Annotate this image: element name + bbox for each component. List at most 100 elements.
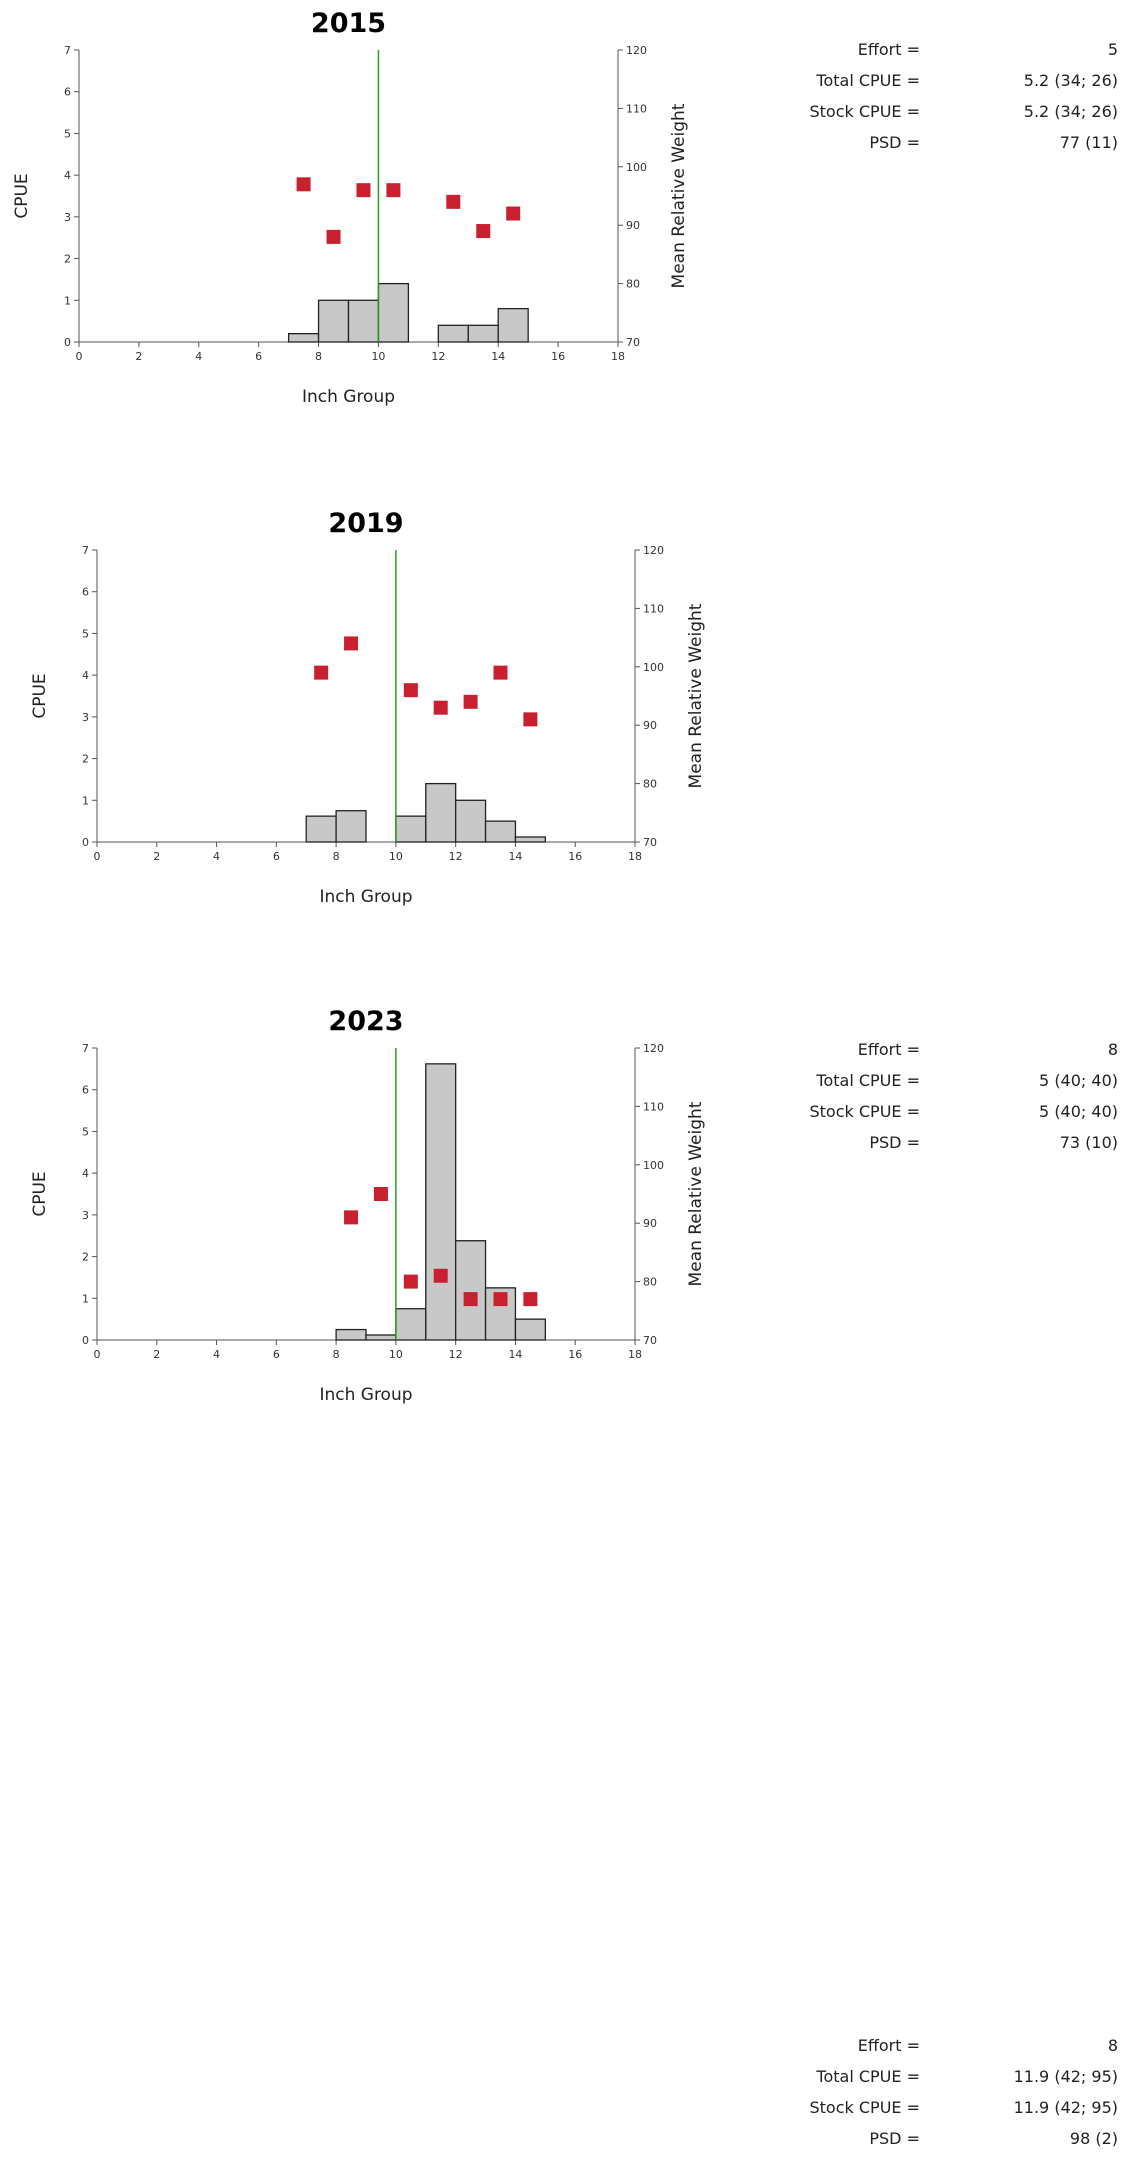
y2-tick-label: 70: [626, 336, 640, 349]
stat-label: Stock CPUE =: [809, 1102, 921, 1121]
relative-weight-point: [463, 694, 478, 709]
stats-table: Effort = 8 Total CPUE = 5 (40; 40) Stock CPU…: [770, 1038, 1122, 1162]
stat-label: Effort =: [857, 1040, 920, 1059]
x-tick-label: 6: [255, 350, 262, 363]
stat-value: 5.2 (34; 26): [1023, 71, 1118, 90]
x-tick-label: 16: [568, 850, 582, 863]
stat-label: Total CPUE =: [816, 71, 920, 90]
y2-tick-label: 120: [626, 44, 647, 57]
cpue-bar: [437, 324, 469, 343]
y-axis-label: CPUE: [30, 1171, 50, 1216]
relative-weight-point: [403, 683, 418, 698]
x-tick-label: 0: [94, 1348, 101, 1361]
x-tick-label: 4: [213, 850, 220, 863]
stat-value: 5.2 (34; 26): [1023, 102, 1118, 121]
stat-value: 11.9 (42; 95): [1013, 2067, 1118, 2086]
y-tick-label: 0: [82, 836, 89, 849]
relative-weight-point: [493, 665, 508, 680]
relative-weight-point: [506, 206, 521, 221]
chart-panel-2015: 2015 0 1 2 3 4 5 6 7 70 80 90 100 110 120 0 2 4 6 8 10 12 14 16…: [0, 0, 1126, 480]
cpue-bar: [287, 333, 320, 343]
relative-weight-point: [433, 700, 448, 715]
cpue-bar: [317, 299, 350, 343]
y-tick-label: 3: [82, 1209, 89, 1222]
stat-row: Total CPUE = 11.9 (42; 95): [770, 2065, 1122, 2096]
y2-tick-label: 80: [643, 1276, 657, 1289]
relative-weight-point: [523, 712, 538, 727]
y-tick-label: 2: [82, 753, 89, 766]
relative-weight-point: [433, 1268, 448, 1283]
stat-value: 5 (40; 40): [1039, 1071, 1118, 1090]
stats-table: Effort = 5 Total CPUE = 5.2 (34; 26) Stock C…: [770, 38, 1122, 162]
chart-title: 2023: [328, 1006, 403, 1037]
cpue-bar: [455, 1240, 487, 1341]
stat-label: PSD =: [869, 2129, 920, 2148]
y-tick-label: 6: [64, 86, 71, 99]
stat-value: 5: [1107, 40, 1118, 59]
stat-row: PSD = 98 (2): [770, 2127, 1122, 2158]
x-tick-label: 18: [628, 850, 642, 863]
cpue-bar: [395, 1308, 427, 1341]
chart-title: 2019: [328, 508, 403, 539]
x-tick-label: 14: [508, 1348, 522, 1361]
x-tick-label: 8: [315, 350, 322, 363]
y2-tick-label: 100: [643, 1159, 664, 1172]
x-tick-label: 12: [431, 350, 445, 363]
y2-tick-label: 90: [643, 719, 657, 732]
y2-axis-label: Mean Relative Weight: [686, 1101, 706, 1286]
relative-weight-point: [314, 665, 329, 680]
x-tick-label: 6: [273, 1348, 280, 1361]
y2-tick-label: 110: [643, 602, 664, 615]
relative-weight-point: [476, 224, 491, 239]
y2-tick-label: 120: [643, 544, 664, 557]
stat-row: Stock CPUE = 5.2 (34; 26): [770, 100, 1122, 131]
x-tick-label: 8: [333, 1348, 340, 1361]
x-tick-label: 12: [449, 1348, 463, 1361]
cpue-bar: [395, 815, 427, 843]
x-tick-label: 14: [508, 850, 522, 863]
x-tick-label: 12: [449, 850, 463, 863]
stat-value: 5 (40; 40): [1039, 1102, 1118, 1121]
y2-tick-label: 80: [643, 778, 657, 791]
stat-row: PSD = 73 (10): [770, 1131, 1122, 1162]
stat-value: 98 (2): [1069, 2129, 1118, 2148]
relative-weight-point: [403, 1274, 418, 1289]
x-tick-label: 10: [389, 1348, 403, 1361]
cpue-bar: [484, 820, 517, 843]
y-tick-label: 0: [82, 1334, 89, 1347]
x-tick-label: 10: [371, 350, 385, 363]
y-tick-label: 7: [82, 1042, 89, 1055]
x-tick-label: 2: [135, 350, 142, 363]
y-tick-label: 3: [64, 211, 71, 224]
relative-weight-point: [386, 183, 401, 198]
cpue-bar: [305, 815, 337, 843]
stat-label: Effort =: [857, 40, 920, 59]
y-tick-label: 1: [64, 294, 71, 307]
x-axis-label: Inch Group: [319, 1385, 412, 1405]
y-tick-label: 2: [82, 1251, 89, 1264]
y-tick-label: 6: [82, 586, 89, 599]
stat-row: Total CPUE = 5.2 (34; 26): [770, 69, 1122, 100]
relative-weight-point: [326, 229, 341, 244]
chart-panel-2023: 2023 0 1 2 3 4 5 6 7 70 80 90 100 110 120 0 2 4 6 8 10 12 14 16…: [0, 998, 1126, 2148]
stat-label: PSD =: [869, 133, 920, 152]
y2-tick-label: 90: [643, 1217, 657, 1230]
y2-tick-label: 80: [626, 278, 640, 291]
relative-weight-point: [356, 183, 371, 198]
stat-row: Stock CPUE = 5 (40; 40): [770, 1100, 1122, 1131]
x-tick-label: 6: [273, 850, 280, 863]
x-tick-label: 14: [491, 350, 505, 363]
y2-tick-label: 110: [643, 1100, 664, 1113]
relative-weight-point: [493, 1292, 508, 1307]
y-axis-label: CPUE: [12, 173, 32, 218]
y-tick-label: 7: [64, 44, 71, 57]
x-tick-label: 4: [195, 350, 202, 363]
chart-title: 2015: [311, 8, 386, 39]
cpue-bar: [425, 782, 457, 843]
x-tick-label: 18: [611, 350, 625, 363]
y2-tick-label: 70: [643, 1334, 657, 1347]
y2-tick-label: 110: [626, 102, 647, 115]
x-tick-label: 10: [389, 850, 403, 863]
x-axis-label: Inch Group: [302, 387, 395, 407]
